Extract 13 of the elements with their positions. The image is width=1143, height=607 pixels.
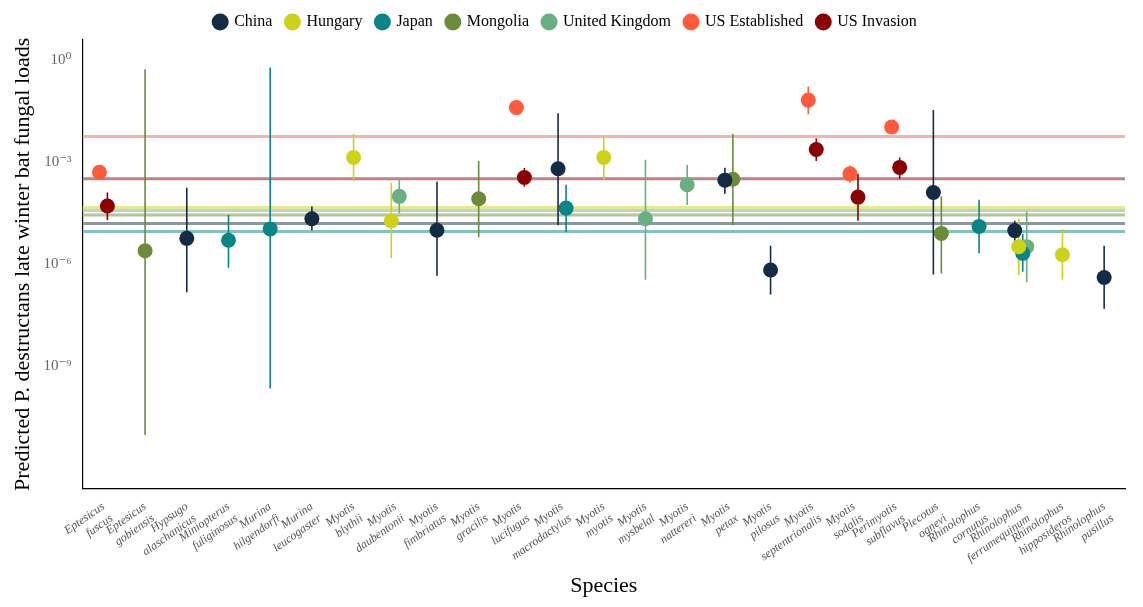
legend-label: United Kingdom bbox=[563, 12, 672, 31]
legend-label: Japan bbox=[396, 12, 433, 31]
legend-label: US Invasion bbox=[837, 12, 917, 30]
y-tick-label: 10⁻⁹ bbox=[43, 357, 72, 374]
x-axis-title: Species bbox=[570, 571, 638, 597]
legend-label: Hungary bbox=[306, 12, 363, 31]
y-tick-label: 10⁻⁶ bbox=[43, 255, 72, 272]
legend-label: US Established bbox=[705, 12, 804, 30]
y-tick-label: 10⁰ bbox=[50, 51, 72, 68]
y-axis-title: Predicted P. destructans late winter bat fungal loads bbox=[8, 37, 34, 491]
legend-label: Mongolia bbox=[466, 12, 530, 31]
legend-label: China bbox=[234, 12, 273, 30]
y-tick-label: 10⁻³ bbox=[44, 153, 73, 170]
